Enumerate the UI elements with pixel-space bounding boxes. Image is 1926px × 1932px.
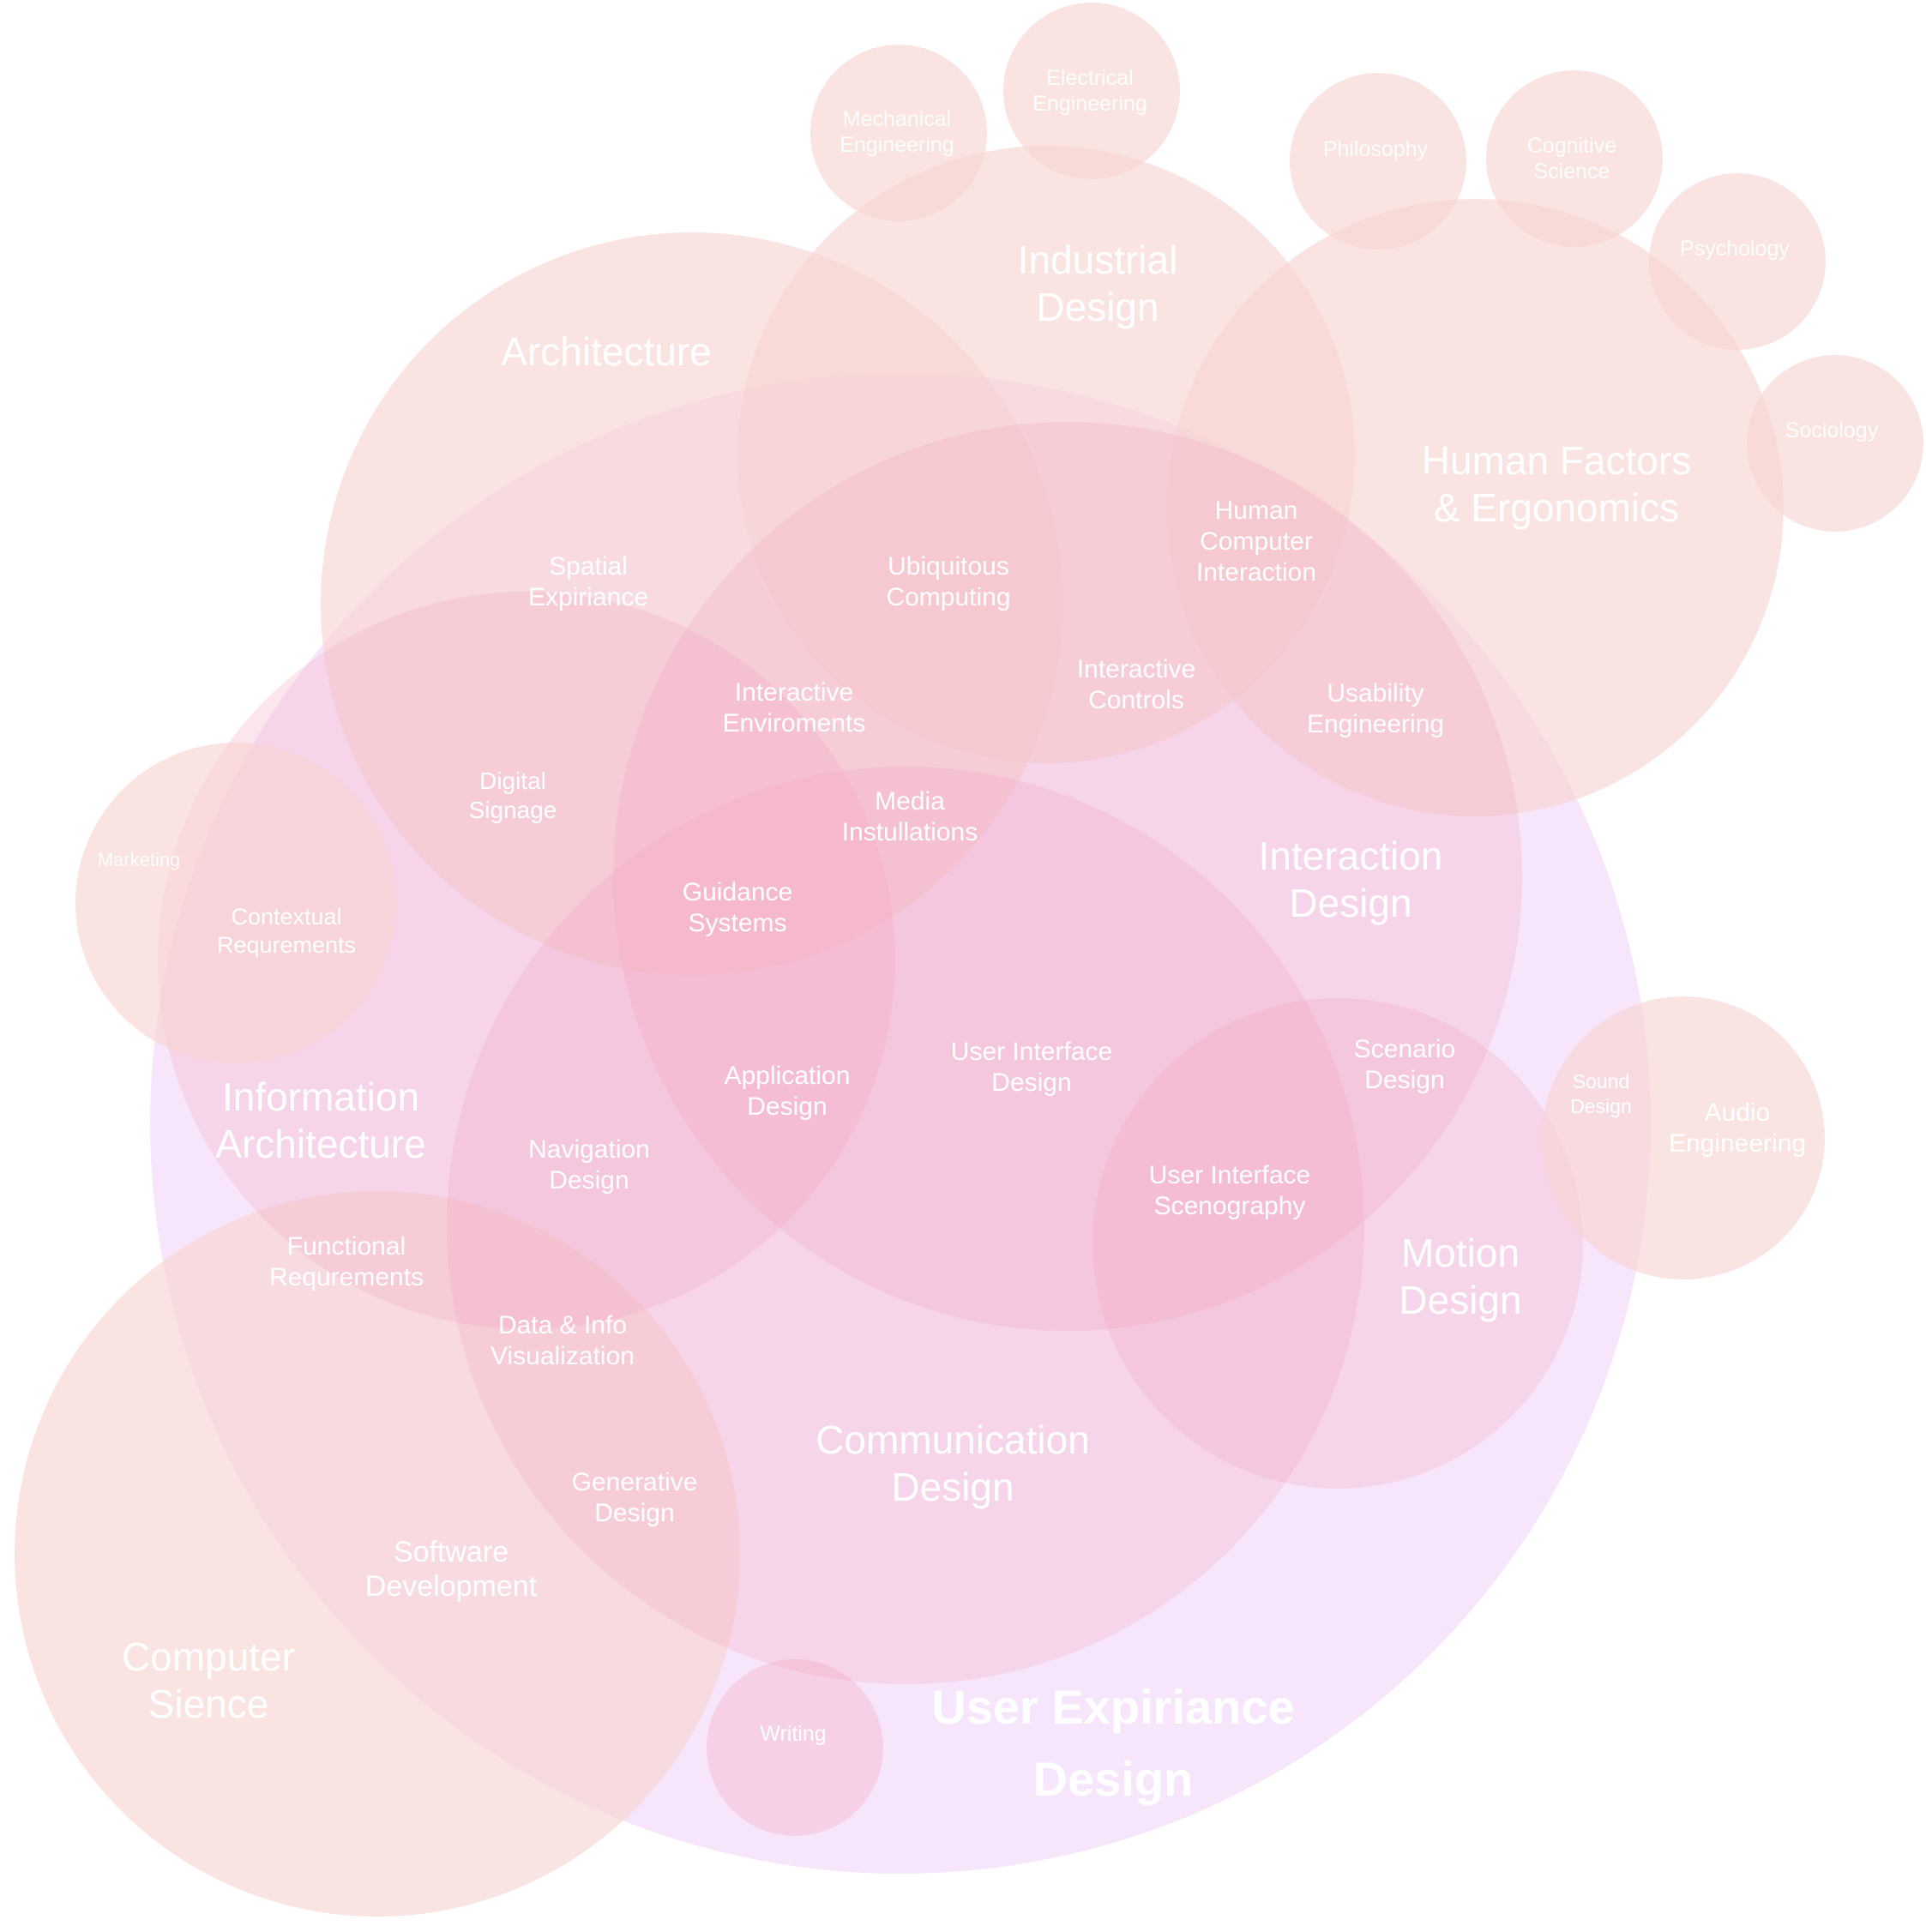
circle-cognitive-science xyxy=(1486,70,1663,247)
label-electrical-engineering: Electrical Engineering xyxy=(1032,66,1147,116)
label-functional-requirements: Functional Requrements xyxy=(269,1232,424,1291)
label-sound-design: Sound Design xyxy=(1570,1070,1632,1117)
circle-marketing xyxy=(75,743,396,1063)
label-ubiquitous-computing: Ubiquitous Computing xyxy=(886,552,1010,611)
label-cognitive-science: Cognitive Science xyxy=(1527,134,1616,184)
circle-electrical-engineering xyxy=(1003,3,1180,179)
label-interaction-design: Interaction Design xyxy=(1259,834,1443,925)
label-interactive-controls: Interactive Controls xyxy=(1077,655,1195,714)
label-motion-design: Motion Design xyxy=(1399,1231,1521,1322)
label-digital-signage: Digital Signage xyxy=(469,767,557,823)
label-sociology: Sociology xyxy=(1785,418,1879,442)
label-guidance-systems: Guidance Systems xyxy=(683,878,792,937)
label-generative-design: Generative Design xyxy=(572,1468,698,1527)
label-human-computer-interaction: Human Computer Interaction xyxy=(1196,497,1316,587)
label-usability-engineering: Usability Engineering xyxy=(1307,679,1444,738)
label-audio-engineering: Audio Engineering xyxy=(1669,1098,1806,1158)
label-scenario-design: Scenario Design xyxy=(1354,1035,1455,1094)
label-industrial-design: Industrial Design xyxy=(1018,238,1178,329)
label-media-installations: Media Instullations xyxy=(842,787,978,846)
label-layer: User Expiriance Design Architecture Industr… xyxy=(98,66,1879,1806)
circle-human-factors xyxy=(1166,199,1784,816)
label-philosophy: Philosophy xyxy=(1323,137,1429,161)
label-data-info-visualization: Data & Info Visualization xyxy=(491,1311,635,1370)
label-psychology: Psychology xyxy=(1680,237,1790,261)
label-user-interface-scenography: User Interface Scenography xyxy=(1149,1161,1310,1220)
label-architecture: Architecture xyxy=(501,329,711,374)
circle-writing xyxy=(707,1659,883,1836)
label-communication-design: Communication Design xyxy=(816,1417,1090,1509)
circle-mechanical-engineering xyxy=(810,45,987,221)
label-spatial-expiriance: Spatial Expiriance xyxy=(528,552,648,611)
label-interactive-enviroments: Interactive Enviroments xyxy=(723,678,866,737)
label-navigation-design: Navigation Design xyxy=(528,1135,650,1195)
circle-interaction-design xyxy=(613,422,1522,1331)
circle-communication-design xyxy=(447,767,1364,1684)
label-writing: Writing xyxy=(760,1722,826,1746)
label-contextual-requirements: Contextual Requrements xyxy=(217,904,356,958)
circle-motion-design xyxy=(1092,998,1583,1489)
label-user-interface-design: User Interface Design xyxy=(951,1038,1112,1097)
circle-sociology xyxy=(1747,355,1923,532)
circle-psychology xyxy=(1649,173,1826,350)
label-human-factors: Human Factors & Ergonomics xyxy=(1422,438,1691,530)
label-marketing: Marketing xyxy=(98,849,181,870)
label-application-design: Application Design xyxy=(725,1062,851,1121)
label-computer-sience: Computer Sience xyxy=(122,1634,295,1726)
label-mechanical-engineering: Mechanical Engineering xyxy=(840,107,954,157)
circle-information-architecture xyxy=(158,592,895,1329)
circle-philosophy xyxy=(1290,73,1466,250)
label-information-architecture: Information Architecture xyxy=(215,1074,425,1166)
circle-computer-sience xyxy=(15,1191,740,1917)
circle-layer xyxy=(15,3,1923,1917)
circle-audio-engineering xyxy=(1542,996,1825,1279)
label-user-experiance-design: User Expiriance Design xyxy=(931,1680,1294,1806)
label-software-development: Software Development xyxy=(365,1536,538,1603)
